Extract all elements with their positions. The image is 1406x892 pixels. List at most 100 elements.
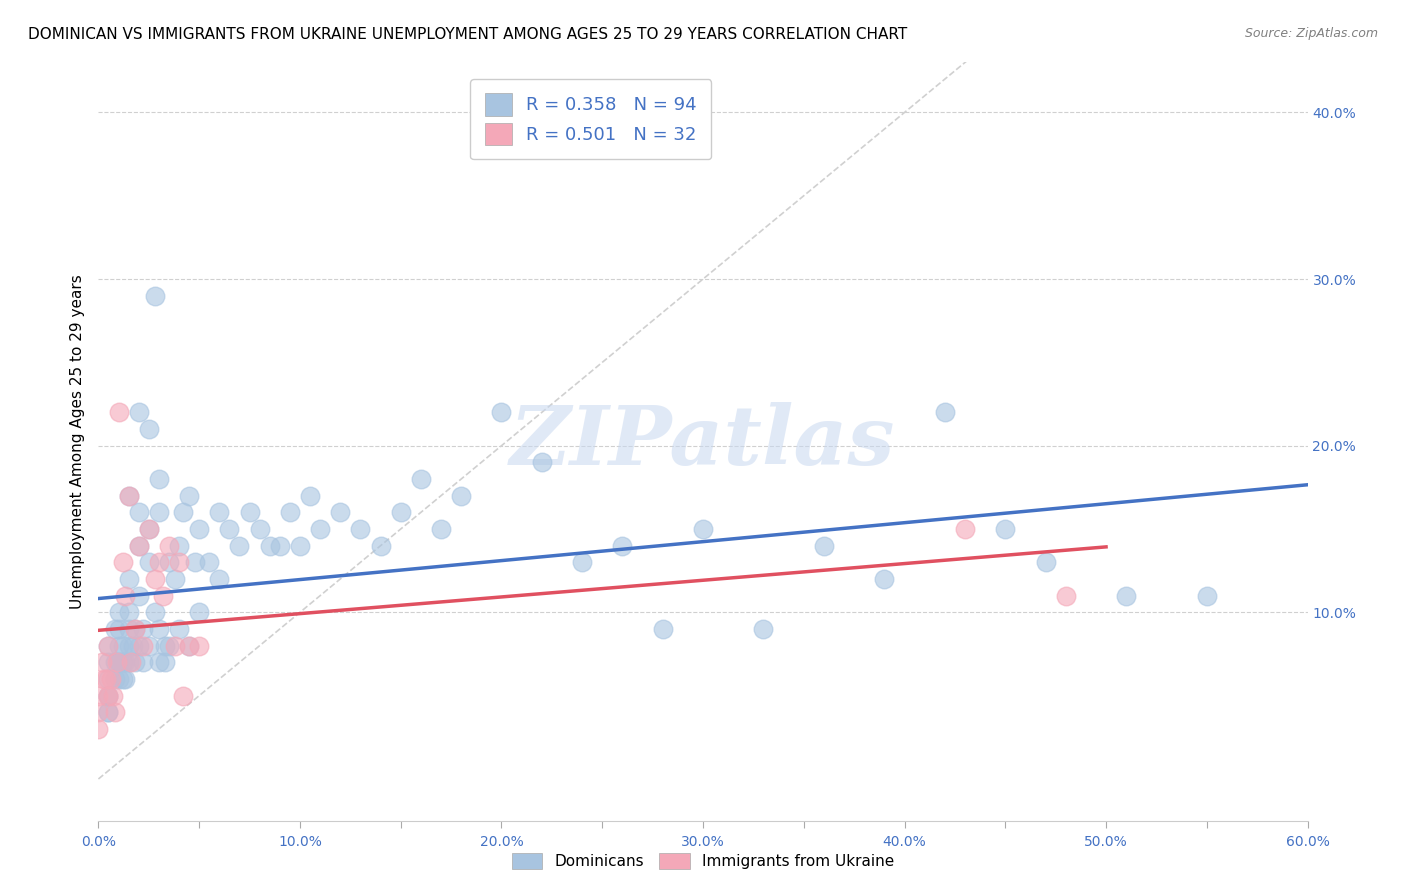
Point <box>107 622 129 636</box>
Point <box>157 555 180 569</box>
Point <box>167 555 190 569</box>
Text: ZIPatlas: ZIPatlas <box>510 401 896 482</box>
Point <box>329 505 352 519</box>
Point <box>118 489 141 503</box>
Point <box>148 622 170 636</box>
Point <box>259 539 281 553</box>
Point <box>111 639 134 653</box>
Point <box>1115 589 1137 603</box>
Point <box>118 622 141 636</box>
Point <box>153 656 176 670</box>
Point <box>143 289 166 303</box>
Point <box>148 656 170 670</box>
Point <box>132 622 155 636</box>
Point <box>138 522 160 536</box>
Point <box>118 489 141 503</box>
Point <box>97 689 120 703</box>
Point <box>97 706 120 720</box>
Point <box>167 539 190 553</box>
Point <box>288 539 311 553</box>
Point <box>118 572 141 586</box>
Point <box>103 622 125 636</box>
Point <box>1195 589 1218 603</box>
Point <box>114 589 136 603</box>
Point <box>269 539 291 553</box>
Point <box>111 656 134 670</box>
Point <box>651 622 673 636</box>
Point <box>111 672 134 686</box>
Point <box>157 639 180 653</box>
Point <box>91 656 114 670</box>
Point <box>97 689 120 703</box>
Point <box>934 405 956 419</box>
Point <box>105 656 128 670</box>
Point <box>101 689 124 703</box>
Point <box>143 572 166 586</box>
Point <box>107 672 129 686</box>
Point <box>309 522 332 536</box>
Point <box>218 522 240 536</box>
Text: Source: ZipAtlas.com: Source: ZipAtlas.com <box>1244 27 1378 40</box>
Point <box>138 555 160 569</box>
Point <box>124 622 146 636</box>
Point <box>184 555 207 569</box>
Point <box>128 639 150 653</box>
Point <box>111 555 134 569</box>
Legend: Dominicans, Immigrants from Ukraine: Dominicans, Immigrants from Ukraine <box>506 847 900 875</box>
Point <box>813 539 835 553</box>
Point <box>571 555 593 569</box>
Point <box>188 522 211 536</box>
Point <box>87 689 110 703</box>
Point <box>179 639 201 653</box>
Point <box>132 656 155 670</box>
Point <box>430 522 453 536</box>
Point <box>107 639 129 653</box>
Point <box>1054 589 1077 603</box>
Point <box>249 522 271 536</box>
Point <box>128 405 150 419</box>
Point <box>114 656 136 670</box>
Point <box>128 539 150 553</box>
Point <box>103 706 125 720</box>
Point <box>138 522 160 536</box>
Point <box>349 522 371 536</box>
Point <box>118 639 141 653</box>
Point <box>124 622 146 636</box>
Legend: R = 0.358   N = 94, R = 0.501   N = 32: R = 0.358 N = 94, R = 0.501 N = 32 <box>470 79 711 159</box>
Point <box>120 656 142 670</box>
Point <box>128 539 150 553</box>
Point <box>118 656 141 670</box>
Point <box>530 455 553 469</box>
Point <box>179 639 201 653</box>
Point <box>128 589 150 603</box>
Point <box>93 672 115 686</box>
Point <box>163 639 186 653</box>
Point <box>873 572 896 586</box>
Point <box>172 689 194 703</box>
Point <box>994 522 1017 536</box>
Point <box>278 505 301 519</box>
Point <box>239 505 262 519</box>
Point <box>450 489 472 503</box>
Point <box>953 522 976 536</box>
Point <box>97 639 120 653</box>
Point <box>96 672 118 686</box>
Point <box>188 605 211 619</box>
Point <box>148 472 170 486</box>
Point <box>752 622 775 636</box>
Point <box>118 605 141 619</box>
Point <box>87 722 110 736</box>
Point <box>389 505 412 519</box>
Point <box>163 572 186 586</box>
Point <box>148 505 170 519</box>
Point <box>87 706 110 720</box>
Point <box>107 605 129 619</box>
Point <box>299 489 322 503</box>
Point <box>121 639 143 653</box>
Point <box>153 639 176 653</box>
Point <box>148 555 170 569</box>
Point <box>97 639 120 653</box>
Point <box>208 572 231 586</box>
Point <box>1035 555 1057 569</box>
Point <box>409 472 432 486</box>
